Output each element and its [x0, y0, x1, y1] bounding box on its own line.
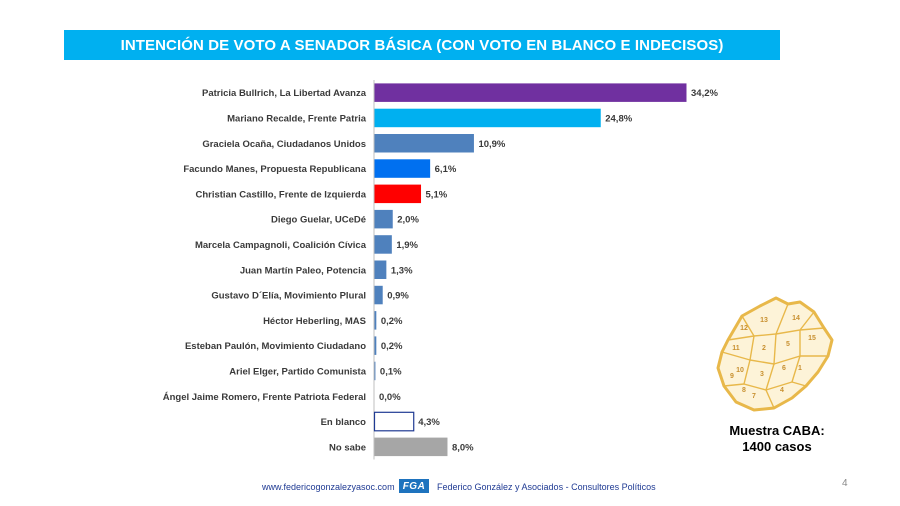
value-label: 0,2%: [381, 316, 403, 327]
bar: [374, 159, 431, 178]
category-label: Ángel Jaime Romero, Frente Patriota Fede…: [163, 392, 366, 403]
category-label: Christian Castillo, Frente de Izquierda: [195, 189, 366, 200]
bar: [374, 108, 601, 128]
district-number: 7: [752, 393, 756, 400]
footer-url-link[interactable]: www.federicogonzalezyasoc.com: [262, 482, 395, 492]
bar: [374, 134, 474, 153]
category-label: En blanco: [321, 417, 367, 428]
page-number: 4: [842, 478, 848, 489]
category-label: Mariano Recalde, Frente Patria: [227, 113, 367, 124]
value-label: 0,2%: [381, 341, 403, 352]
sample-line-2: 1400 casos: [742, 439, 812, 454]
bar: [374, 260, 387, 279]
category-label: Patricia Bullrich, La Libertad Avanza: [202, 88, 367, 99]
bar: [374, 361, 376, 381]
sample-info: Muestra CABA: 1400 casos: [712, 423, 842, 455]
chart-title: INTENCIÓN DE VOTO A SENADOR BÁSICA (CON …: [120, 36, 724, 54]
district-number: 11: [732, 345, 740, 352]
district-number: 2: [762, 345, 766, 352]
value-label: 1,9%: [396, 240, 418, 251]
sample-line-1: Muestra CABA:: [729, 423, 825, 438]
category-label: Marcela Campagnoli, Coalición Cívica: [195, 240, 367, 251]
value-label: 1,3%: [391, 265, 413, 276]
district-number: 6: [782, 365, 786, 372]
category-label: Ariel Elger, Partido Comunista: [229, 366, 366, 377]
bar-chart: Patricia Bullrich, La Libertad Avanza 34,…: [163, 80, 718, 460]
district-number: 1: [798, 365, 802, 372]
value-label: 5,1%: [426, 189, 448, 200]
bar: [374, 311, 377, 330]
value-label: 0,9%: [387, 291, 409, 302]
value-label: 2,0%: [397, 215, 419, 226]
category-label: No sabe: [329, 442, 366, 453]
category-label: Esteban Paulón, Movimiento Ciudadano: [185, 341, 366, 352]
district-number: 3: [760, 371, 764, 378]
bar: [374, 209, 393, 229]
fga-logo: FGA: [399, 479, 429, 493]
footer-firm-name: Federico González y Asociados - Consulto…: [437, 482, 656, 492]
district-number: 10: [736, 367, 744, 374]
bar: [374, 235, 392, 254]
bar: [374, 285, 383, 305]
category-label: Diego Guelar, UCeDé: [271, 215, 366, 226]
caba-map-icon: 13 12 14 11 15 2 10 5 3 9 7 1 4 8 6: [714, 294, 836, 416]
bar: [374, 83, 687, 102]
bar: [374, 336, 377, 355]
bar: [373, 411, 415, 432]
value-label: 24,8%: [605, 113, 632, 124]
category-label: Juan Martín Paleo, Potencia: [240, 265, 367, 276]
value-label: 6,1%: [435, 164, 457, 175]
district-number: 4: [780, 387, 784, 394]
category-label: Gustavo D´Elía, Movimiento Plural: [211, 291, 366, 302]
category-label: Graciela Ocaña, Ciudadanos Unidos: [202, 139, 366, 150]
category-label: Facundo Manes, Propuesta Republicana: [183, 164, 366, 175]
value-label: 4,3%: [418, 417, 440, 428]
bar: [374, 437, 448, 457]
bar: [374, 184, 422, 204]
value-label: 0,0%: [379, 392, 401, 403]
district-number: 14: [792, 315, 800, 322]
value-label: 8,0%: [452, 442, 474, 453]
value-label: 0,1%: [380, 366, 402, 377]
district-number: 9: [730, 373, 734, 380]
district-number: 15: [808, 335, 816, 342]
category-label: Héctor Heberling, MAS: [263, 316, 366, 327]
district-number: 12: [740, 325, 748, 332]
footer: www.federicogonzalezyasoc.com FGA Federi…: [0, 478, 900, 498]
district-number: 5: [786, 341, 790, 348]
district-number: 8: [742, 387, 746, 394]
value-label: 34,2%: [691, 88, 718, 99]
title-banner: INTENCIÓN DE VOTO A SENADOR BÁSICA (CON …: [64, 30, 780, 60]
district-number: 13: [760, 317, 768, 324]
value-label: 10,9%: [478, 139, 505, 150]
